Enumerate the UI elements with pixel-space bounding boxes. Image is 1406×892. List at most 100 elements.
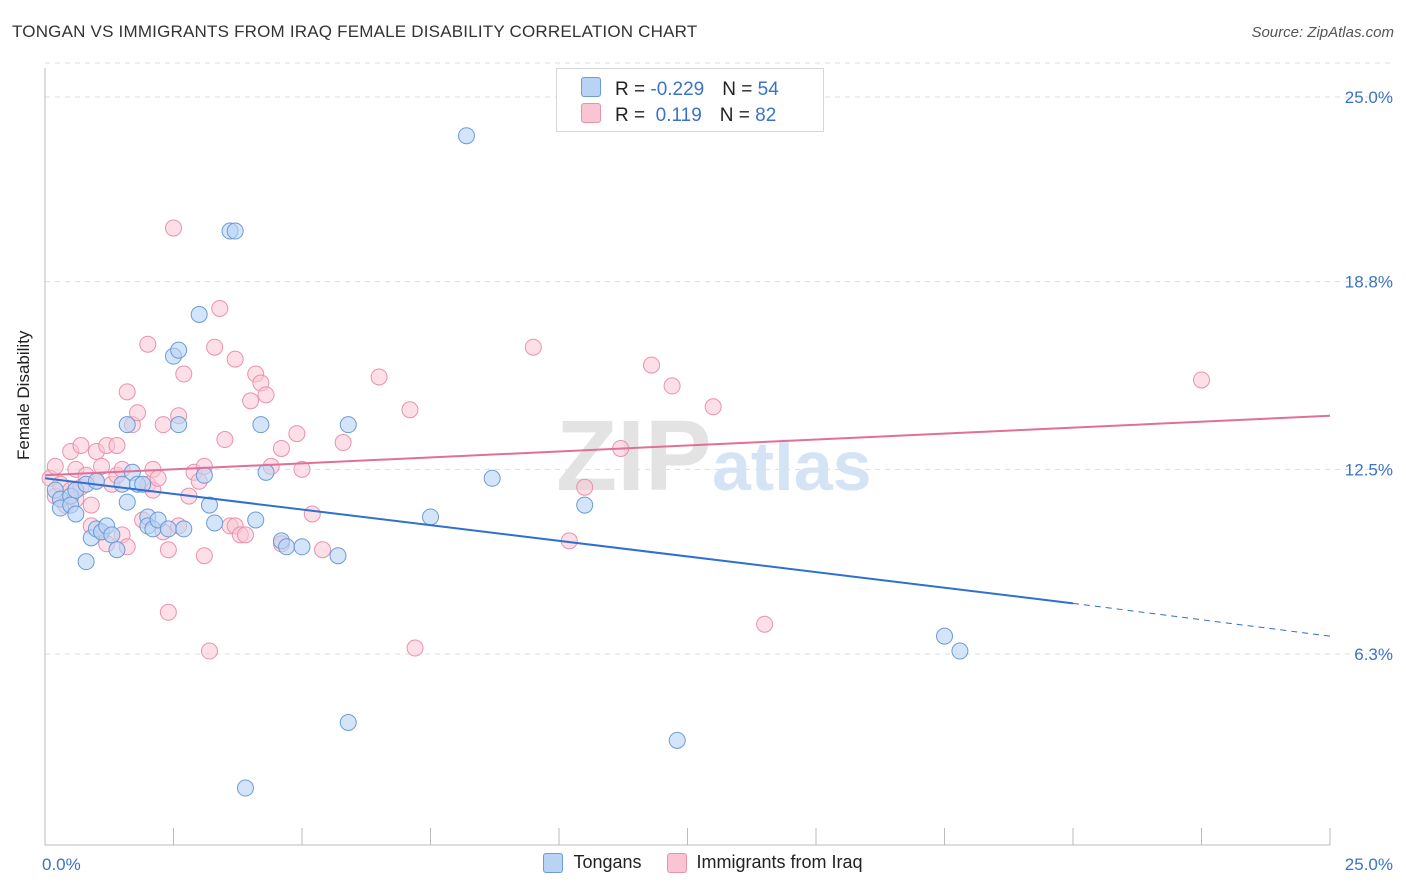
tongan-point[interactable] xyxy=(483,469,501,487)
tongan-point[interactable] xyxy=(159,520,177,538)
tongan-point[interactable] xyxy=(257,463,275,481)
tongan-point[interactable] xyxy=(118,416,136,434)
tongan-point[interactable] xyxy=(175,520,193,538)
iraq-point[interactable] xyxy=(195,547,213,565)
axes xyxy=(44,68,1331,846)
tongan-point[interactable] xyxy=(951,642,969,660)
tongan-point[interactable] xyxy=(170,341,188,359)
iraq-point[interactable] xyxy=(293,460,311,478)
r-label: R = xyxy=(615,105,651,126)
iraq-legend-label: Immigrants from Iraq xyxy=(696,852,863,872)
tongan-point[interactable] xyxy=(195,466,213,484)
y-tick-label: 25.0% xyxy=(1345,88,1393,107)
source-label: Source: ZipAtlas.com xyxy=(1251,24,1394,41)
iraq-point[interactable] xyxy=(154,416,172,434)
iraq-point[interactable] xyxy=(303,505,321,523)
tongan-point[interactable] xyxy=(118,493,136,511)
tongan-point[interactable] xyxy=(576,496,594,514)
r-value: 0.119 xyxy=(650,105,702,126)
iraq-point[interactable] xyxy=(756,615,774,633)
iraq-point[interactable] xyxy=(211,299,229,317)
tongan-point[interactable] xyxy=(190,305,208,323)
iraq-point[interactable] xyxy=(93,457,111,475)
iraq-swatch xyxy=(581,103,601,123)
tongan-point[interactable] xyxy=(339,714,357,732)
tongan-point[interactable] xyxy=(103,526,121,544)
iraq-point[interactable] xyxy=(663,377,681,395)
tongan-point[interactable] xyxy=(236,779,254,797)
iraq-point[interactable] xyxy=(401,401,419,419)
tongan-point[interactable] xyxy=(422,508,439,526)
tongan-point[interactable] xyxy=(329,547,347,565)
tongan-point[interactable] xyxy=(87,472,105,490)
iraq-point[interactable] xyxy=(200,642,218,660)
tongan-point[interactable] xyxy=(339,416,357,434)
tongan-points xyxy=(46,127,969,797)
tongan-point[interactable] xyxy=(67,505,85,523)
iraq-point[interactable] xyxy=(206,338,224,356)
iraq-trend-line xyxy=(44,414,1331,477)
tongan-point[interactable] xyxy=(247,511,265,529)
y-tick-label: 12.5% xyxy=(1345,460,1393,479)
tongan-point[interactable] xyxy=(252,416,270,434)
legend-row-iraq: R = 0.119 N = 82 xyxy=(581,103,776,127)
tongans-swatch xyxy=(581,77,601,97)
iraq-point[interactable] xyxy=(129,404,147,422)
iraq-point[interactable] xyxy=(139,335,157,353)
iraq-point[interactable] xyxy=(82,496,100,514)
legend-item-iraq[interactable]: Immigrants from Iraq xyxy=(666,852,863,873)
tongan-point[interactable] xyxy=(77,553,95,571)
iraq-point[interactable] xyxy=(159,603,177,621)
correlation-legend: R = -0.229 N = 54 R = 0.119 N = 82 xyxy=(556,68,824,132)
iraq-point[interactable] xyxy=(370,368,388,386)
x-tick-label-right: 25.0% xyxy=(1345,855,1393,874)
iraq-point[interactable] xyxy=(159,541,177,559)
iraq-point[interactable] xyxy=(108,436,126,454)
iraq-point[interactable] xyxy=(242,392,260,410)
iraq-point[interactable] xyxy=(149,469,167,487)
tongans-legend-label: Tongans xyxy=(573,852,642,872)
tongan-point[interactable] xyxy=(108,541,126,559)
iraq-point[interactable] xyxy=(406,639,424,657)
iraq-point[interactable] xyxy=(576,478,594,496)
iraq-point[interactable] xyxy=(236,526,254,544)
iraq-point[interactable] xyxy=(288,425,306,443)
n-label: N = xyxy=(722,79,758,100)
tongan-point[interactable] xyxy=(170,416,188,434)
iraq-point[interactable] xyxy=(334,434,352,452)
iraq-point[interactable] xyxy=(643,356,661,374)
iraq-point[interactable] xyxy=(175,365,193,383)
iraq-point[interactable] xyxy=(272,439,290,457)
tongans-legend-swatch xyxy=(543,852,564,873)
tongan-point[interactable] xyxy=(226,222,244,240)
iraq-point[interactable] xyxy=(226,350,244,368)
tongan-point[interactable] xyxy=(278,538,296,556)
iraq-point[interactable] xyxy=(165,219,182,237)
tongan-trend-line xyxy=(44,477,1074,605)
gridlines xyxy=(45,62,1395,655)
tongan-point[interactable] xyxy=(206,514,224,532)
iraq-point[interactable] xyxy=(216,431,234,449)
y-tick-label: 6.3% xyxy=(1354,645,1393,664)
iraq-point[interactable] xyxy=(118,383,136,401)
r-label: R = xyxy=(615,79,651,100)
n-label: N = xyxy=(719,105,756,126)
iraq-point[interactable] xyxy=(257,386,275,404)
iraq-point[interactable] xyxy=(72,436,90,454)
tongan-point[interactable] xyxy=(134,475,152,493)
tongan-point[interactable] xyxy=(668,731,686,749)
iraq-point[interactable] xyxy=(46,457,64,475)
tongan-point[interactable] xyxy=(457,127,475,145)
chart-title: TONGAN VS IMMIGRANTS FROM IRAQ FEMALE DI… xyxy=(12,22,698,41)
iraq-point[interactable] xyxy=(704,398,722,416)
watermark-zip: ZIP xyxy=(556,400,712,512)
iraq-point[interactable] xyxy=(1193,371,1210,389)
legend-item-tongans[interactable]: Tongans xyxy=(543,852,642,873)
tongan-point[interactable] xyxy=(936,627,953,645)
iraq-point[interactable] xyxy=(314,541,332,559)
tongan-point[interactable] xyxy=(200,496,218,514)
iraq-legend-swatch xyxy=(666,852,687,873)
tongan-point[interactable] xyxy=(293,538,311,556)
iraq-point[interactable] xyxy=(524,338,542,356)
